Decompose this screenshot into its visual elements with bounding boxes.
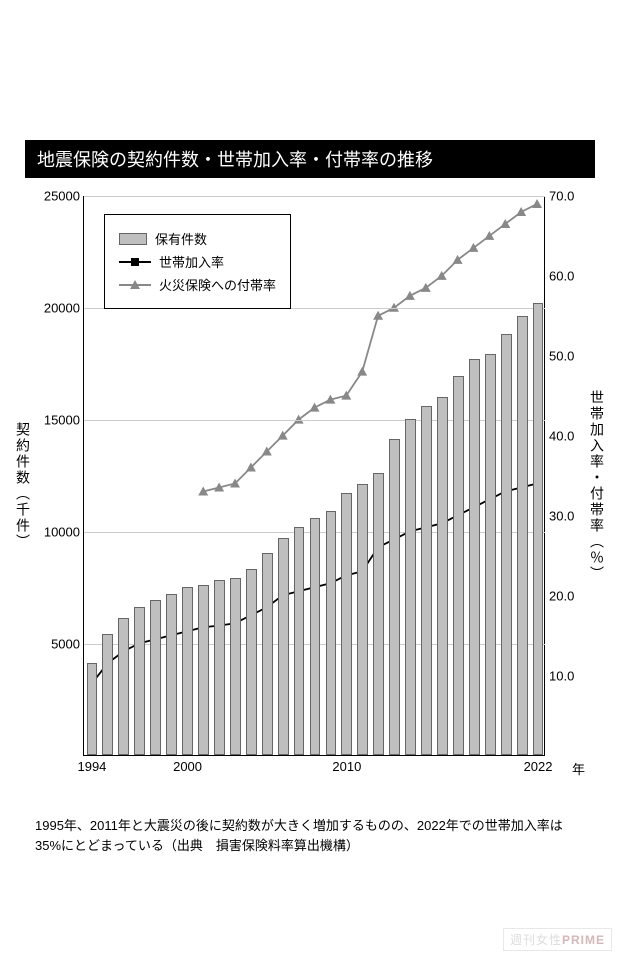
- bar: [501, 334, 512, 755]
- y-right-tick: 50.0: [549, 349, 574, 364]
- y-right-tick: 10.0: [549, 669, 574, 684]
- watermark: 週刊女性PRIME: [503, 928, 612, 951]
- bar: [214, 580, 225, 755]
- legend-swatch-bar-icon: [119, 233, 147, 245]
- bar: [150, 600, 161, 755]
- y-right-tick: 40.0: [549, 429, 574, 444]
- legend-box: 保有件数 世帯加入率 火災保険への付帯率: [104, 214, 291, 309]
- y-right-tick: 20.0: [549, 589, 574, 604]
- bar: [405, 419, 416, 755]
- legend-item-household: 世帯加入率: [119, 252, 276, 271]
- x-axis-unit: 年: [572, 759, 585, 778]
- bar: [341, 493, 352, 755]
- chart-area: 契約件数（千件） 世帯加入率・付帯率（％） 保有件数 世帯加入率: [15, 186, 605, 786]
- y-left-tick: 5000: [51, 637, 80, 652]
- y-axis-right-label: 世帯加入率・付帯率（％）: [587, 390, 607, 582]
- legend-item-attach: 火災保険への付帯率: [119, 275, 276, 294]
- y-axis-left-label: 契約件数（千件）: [13, 422, 33, 550]
- x-tick: 2010: [332, 759, 361, 774]
- bar: [246, 569, 257, 755]
- y-left-tick: 10000: [44, 525, 80, 540]
- watermark-text-b: PRIME: [562, 933, 605, 947]
- bar: [485, 354, 496, 755]
- y-left-tick: 15000: [44, 413, 80, 428]
- legend-label-bars: 保有件数: [155, 229, 207, 248]
- plot-region: 保有件数 世帯加入率 火災保険への付帯率: [83, 196, 545, 756]
- bar: [166, 594, 177, 755]
- bar: [102, 634, 113, 755]
- gridline: [84, 196, 545, 197]
- bar: [118, 618, 129, 755]
- bar: [373, 473, 384, 755]
- bar: [437, 397, 448, 755]
- bar: [453, 376, 464, 755]
- y-right-tick: 30.0: [549, 509, 574, 524]
- chart-caption: 1995年、2011年と大震災の後に契約数が大きく増加するものの、2022年での…: [35, 816, 585, 855]
- bar: [198, 585, 209, 755]
- y-right-tick: 70.0: [549, 189, 574, 204]
- y-left-tick: 25000: [44, 189, 80, 204]
- bar: [469, 359, 480, 755]
- x-tick: 1994: [77, 759, 106, 774]
- page-container: 地震保険の契約件数・世帯加入率・付帯率の推移 契約件数（千件） 世帯加入率・付帯…: [0, 0, 620, 959]
- bar: [230, 578, 241, 755]
- legend-swatch-line2-icon: [119, 278, 151, 292]
- bar: [533, 303, 544, 755]
- bar: [421, 406, 432, 755]
- bar: [262, 553, 273, 755]
- watermark-text-a: 週刊女性: [510, 933, 562, 947]
- legend-swatch-line1-icon: [119, 255, 151, 269]
- bar: [326, 511, 337, 755]
- bar: [87, 663, 98, 755]
- bar: [389, 439, 400, 755]
- y-left-tick: 20000: [44, 301, 80, 316]
- bar: [310, 518, 321, 755]
- legend-item-bars: 保有件数: [119, 229, 276, 248]
- x-tick: 2022: [524, 759, 553, 774]
- x-tick: 2000: [173, 759, 202, 774]
- bar: [294, 527, 305, 755]
- legend-label-attach: 火災保険への付帯率: [159, 275, 276, 294]
- bar: [517, 316, 528, 755]
- legend-label-household: 世帯加入率: [159, 252, 224, 271]
- bar: [278, 538, 289, 755]
- chart-title: 地震保険の契約件数・世帯加入率・付帯率の推移: [25, 140, 595, 178]
- bar: [134, 607, 145, 755]
- bar: [182, 587, 193, 755]
- y-right-tick: 60.0: [549, 269, 574, 284]
- bar: [357, 484, 368, 755]
